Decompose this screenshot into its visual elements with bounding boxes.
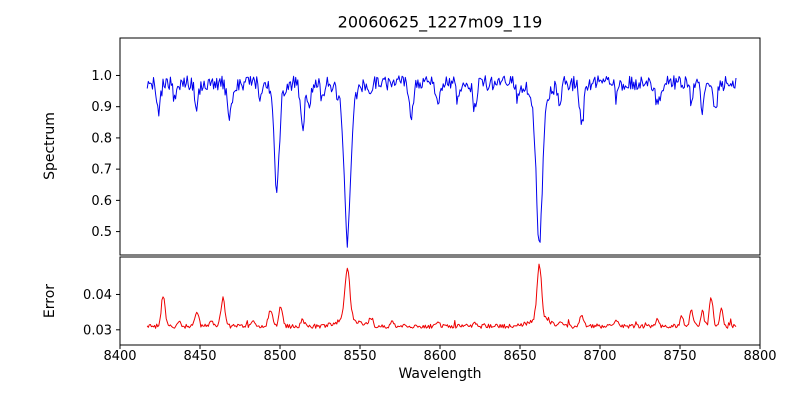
x-tick-label: 8500 xyxy=(263,349,296,364)
x-tick-label: 8450 xyxy=(183,349,216,364)
y-tick-label: 0.8 xyxy=(91,131,112,146)
x-tick-label: 8750 xyxy=(663,349,696,364)
y-tick-label: 0.04 xyxy=(83,288,112,303)
x-tick-label: 8650 xyxy=(503,349,536,364)
x-axis-label: Wavelength xyxy=(398,366,482,382)
axes-frame xyxy=(119,256,761,346)
spectrum-line xyxy=(146,75,737,248)
y-tick-label: 0.6 xyxy=(91,194,112,209)
error-line xyxy=(146,263,737,329)
y-tick-label: 0.7 xyxy=(91,163,112,178)
y-tick-label: 0.03 xyxy=(83,323,112,338)
x-tick-label: 8400 xyxy=(103,349,136,364)
x-tick-label: 8550 xyxy=(343,349,376,364)
x-tick-label: 8700 xyxy=(583,349,616,364)
spectrum-axis-label: Spectrum xyxy=(42,112,58,180)
error-axis-label: Error xyxy=(42,283,58,319)
x-tick-label: 8600 xyxy=(423,349,456,364)
y-tick-label: 0.5 xyxy=(91,225,112,240)
y-tick-label: 0.9 xyxy=(91,100,112,115)
y-tick-label: 1.0 xyxy=(91,69,112,84)
axes-frame xyxy=(119,37,761,256)
x-tick-label: 8800 xyxy=(743,349,776,364)
chart-title: 20060625_1227m09_119 xyxy=(337,12,543,32)
